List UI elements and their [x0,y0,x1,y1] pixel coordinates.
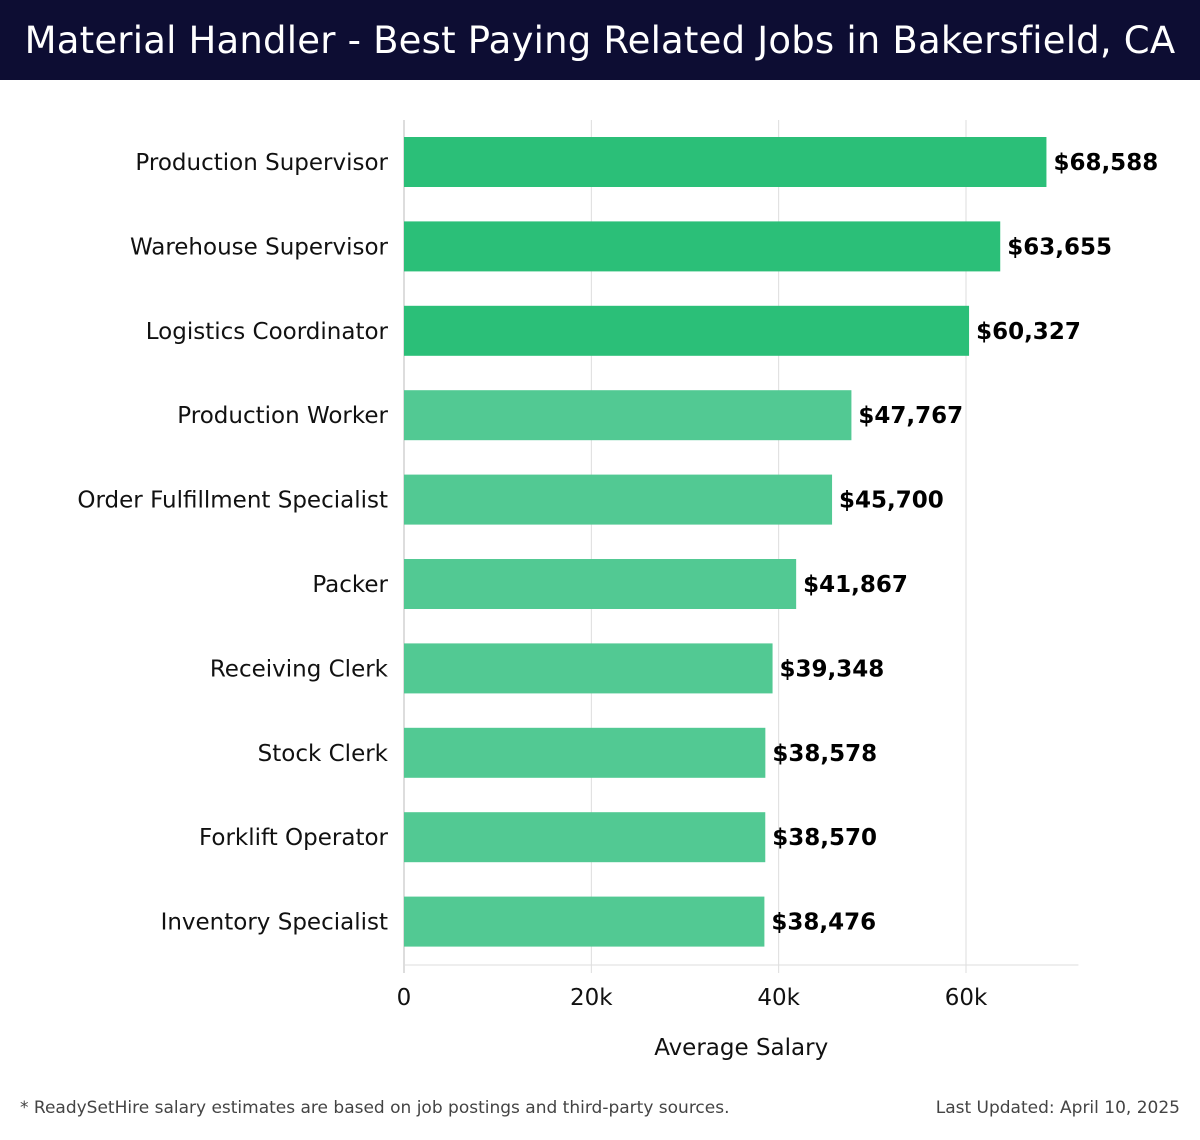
x-tick-label: 20k [570,985,613,1011]
value-label: $38,570 [772,825,877,851]
value-label: $47,767 [858,403,963,429]
category-label: Receiving Clerk [210,656,389,682]
value-label: $45,700 [839,488,944,514]
bar-chart: 0 20k 40k 60k Production Supervisor $68,588 Wa… [77,120,1158,1061]
category-label: Packer [312,572,388,598]
category-label: Forklift Operator [199,825,389,851]
category-label: Order Fulfillment Specialist [77,488,388,514]
value-label: $41,867 [803,572,908,598]
bar [404,896,765,947]
category-label: Inventory Specialist [161,910,388,936]
x-tick-label: 60k [945,985,988,1011]
value-label: $38,476 [771,910,876,936]
bar [404,812,766,863]
category-label: Production Worker [177,403,388,429]
bar [404,474,833,525]
category-label: Logistics Coordinator [146,319,389,345]
value-label: $60,327 [976,319,1081,345]
last-updated: Last Updated: April 10, 2025 [935,1098,1180,1118]
value-label: $38,578 [772,741,877,767]
bar [404,643,773,694]
category-label: Production Supervisor [135,150,388,176]
category-label: Stock Clerk [258,741,389,767]
bar [404,727,766,778]
bars [404,137,1047,947]
x-tick-label: 40k [757,985,800,1011]
value-label: $68,588 [1053,150,1158,176]
x-tick-label: 0 [397,985,412,1011]
x-axis-title: Average Salary [654,1035,828,1061]
bar [404,305,970,356]
category-label: Warehouse Supervisor [130,234,389,260]
chart-title: Material Handler - Best Paying Related J… [0,0,1200,80]
bar [404,390,852,441]
value-label: $39,348 [780,656,885,682]
source-note: * ReadySetHire salary estimates are base… [20,1098,730,1118]
bar [404,559,797,609]
bar [404,137,1047,187]
value-label: $63,655 [1007,234,1112,260]
bar [404,221,1001,272]
labels: 0 20k 40k 60k Production Supervisor $68,588 Wa… [77,150,1158,1011]
